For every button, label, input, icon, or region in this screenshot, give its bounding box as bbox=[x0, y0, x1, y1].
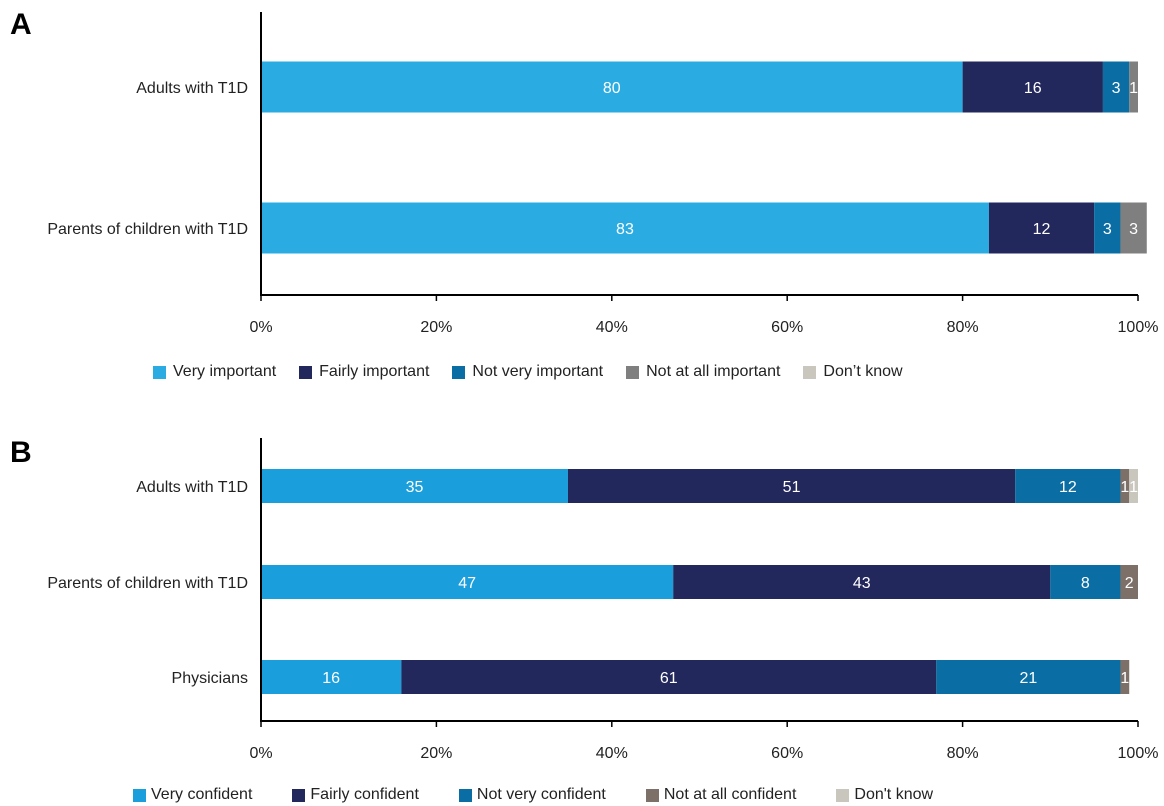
legend-label: Very confident bbox=[151, 786, 253, 803]
bar-segment bbox=[567, 469, 1016, 503]
bar-segment bbox=[1094, 202, 1121, 254]
data-label: 3 bbox=[1103, 221, 1112, 238]
bar-segment bbox=[1120, 565, 1138, 599]
chart-panel-a: A 80 16 3 1 Adults with T1D 83 12 3 3 Parents of … bbox=[0, 0, 1164, 400]
data-label: 8 bbox=[1081, 575, 1090, 592]
data-label: 1 bbox=[1129, 80, 1138, 97]
bar-segment bbox=[673, 565, 1051, 599]
bar-segment bbox=[1129, 469, 1138, 503]
data-label: 47 bbox=[458, 575, 476, 592]
legend-label: Don’t know bbox=[823, 363, 903, 380]
legend-label: Don't know bbox=[854, 786, 934, 803]
legend-item: Don't know bbox=[836, 786, 933, 804]
x-tick-label: 100% bbox=[1118, 319, 1159, 336]
legend-item: Very important bbox=[153, 363, 276, 381]
category-label: Parents of children with T1D bbox=[47, 575, 248, 592]
category-label: Parents of children with T1D bbox=[47, 221, 248, 238]
bar-segment bbox=[1120, 469, 1130, 503]
x-tick-label: 0% bbox=[249, 319, 272, 336]
legend-swatch bbox=[133, 788, 146, 802]
data-label: 1 bbox=[1120, 670, 1129, 687]
x-tick-label: 60% bbox=[771, 745, 803, 762]
bar-segment bbox=[988, 202, 1095, 254]
bar-segment bbox=[401, 660, 937, 694]
bar-segment bbox=[962, 61, 1103, 113]
legend-swatch bbox=[292, 788, 306, 802]
x-tick-label: 0% bbox=[249, 745, 272, 762]
legend-item: Not very important bbox=[452, 363, 603, 381]
x-tick-label: 100% bbox=[1118, 745, 1159, 762]
x-tick-label: 60% bbox=[771, 319, 803, 336]
legend-label: Not at all important bbox=[646, 363, 781, 380]
legend-b: Very confident Fairly confident Not very c… bbox=[133, 786, 973, 804]
data-label: 3 bbox=[1112, 80, 1121, 97]
panel-label: A bbox=[10, 8, 32, 41]
legend-item: Not at all confident bbox=[645, 786, 797, 804]
legend-label: Fairly important bbox=[319, 363, 430, 380]
data-label: 43 bbox=[853, 575, 871, 592]
data-label: 80 bbox=[603, 80, 621, 97]
bar-segment bbox=[936, 660, 1121, 694]
data-label: 16 bbox=[322, 670, 340, 687]
x-tick-label: 40% bbox=[596, 745, 628, 762]
legend-swatch bbox=[153, 365, 166, 379]
category-label: Physicians bbox=[172, 670, 248, 687]
category-label: Adults with T1D bbox=[136, 479, 248, 496]
category-label: Adults with T1D bbox=[136, 80, 248, 97]
data-label: 2 bbox=[1125, 575, 1134, 592]
bar-segment bbox=[261, 202, 989, 254]
data-label: 1 bbox=[1120, 479, 1129, 496]
legend-swatch bbox=[458, 788, 472, 802]
bar-segment bbox=[1129, 61, 1138, 113]
data-label: 1 bbox=[1129, 479, 1138, 496]
data-label: 16 bbox=[1024, 80, 1042, 97]
x-tick-label: 20% bbox=[420, 745, 452, 762]
bar-segment bbox=[261, 469, 568, 503]
legend-swatch bbox=[803, 365, 817, 379]
chart-panel-b: B 35 51 12 1 1 Adults with T1D 47 43 8 2 Parents o… bbox=[0, 400, 1164, 806]
x-tick-label: 20% bbox=[420, 319, 452, 336]
bar-segment bbox=[1015, 469, 1121, 503]
legend-label: Fairly confident bbox=[310, 786, 419, 803]
data-label: 51 bbox=[783, 479, 801, 496]
legend-label: Not very confident bbox=[476, 786, 606, 803]
legend-swatch bbox=[626, 365, 640, 379]
x-tick-label: 40% bbox=[596, 319, 628, 336]
bar-segment bbox=[261, 565, 674, 599]
data-label: 21 bbox=[1019, 670, 1037, 687]
bar-segment bbox=[1120, 660, 1130, 694]
data-label: 35 bbox=[406, 479, 424, 496]
data-label: 12 bbox=[1059, 479, 1077, 496]
bar-segment bbox=[1120, 202, 1147, 254]
legend-swatch bbox=[452, 365, 466, 379]
legend-item: Fairly confident bbox=[292, 786, 419, 804]
legend-label: Not at all confident bbox=[663, 786, 797, 803]
data-label: 3 bbox=[1129, 221, 1138, 238]
legend-item: Fairly important bbox=[299, 363, 429, 381]
x-tick-label: 80% bbox=[947, 319, 979, 336]
legend-item: Very confident bbox=[133, 786, 252, 804]
legend-item: Not very confident bbox=[458, 786, 606, 804]
x-tick-label: 80% bbox=[947, 745, 979, 762]
bar-segment bbox=[1050, 565, 1121, 599]
legend-swatch bbox=[299, 365, 313, 379]
panel-label: B bbox=[10, 436, 32, 469]
bar-segment bbox=[261, 660, 402, 694]
legend-label: Very important bbox=[173, 363, 277, 380]
bar-segment bbox=[1102, 61, 1130, 113]
legend-item: Not at all important bbox=[626, 363, 780, 381]
data-label: 12 bbox=[1033, 221, 1051, 238]
bar-segment bbox=[261, 61, 963, 113]
legend-label: Not very important bbox=[472, 363, 604, 380]
legend-item: Don’t know bbox=[803, 363, 903, 381]
data-label: 83 bbox=[616, 221, 634, 238]
legend-swatch bbox=[836, 788, 850, 802]
legend-swatch bbox=[645, 788, 659, 802]
legend-a: Very important Fairly important Not very i… bbox=[153, 363, 926, 381]
data-label: 61 bbox=[660, 670, 678, 687]
